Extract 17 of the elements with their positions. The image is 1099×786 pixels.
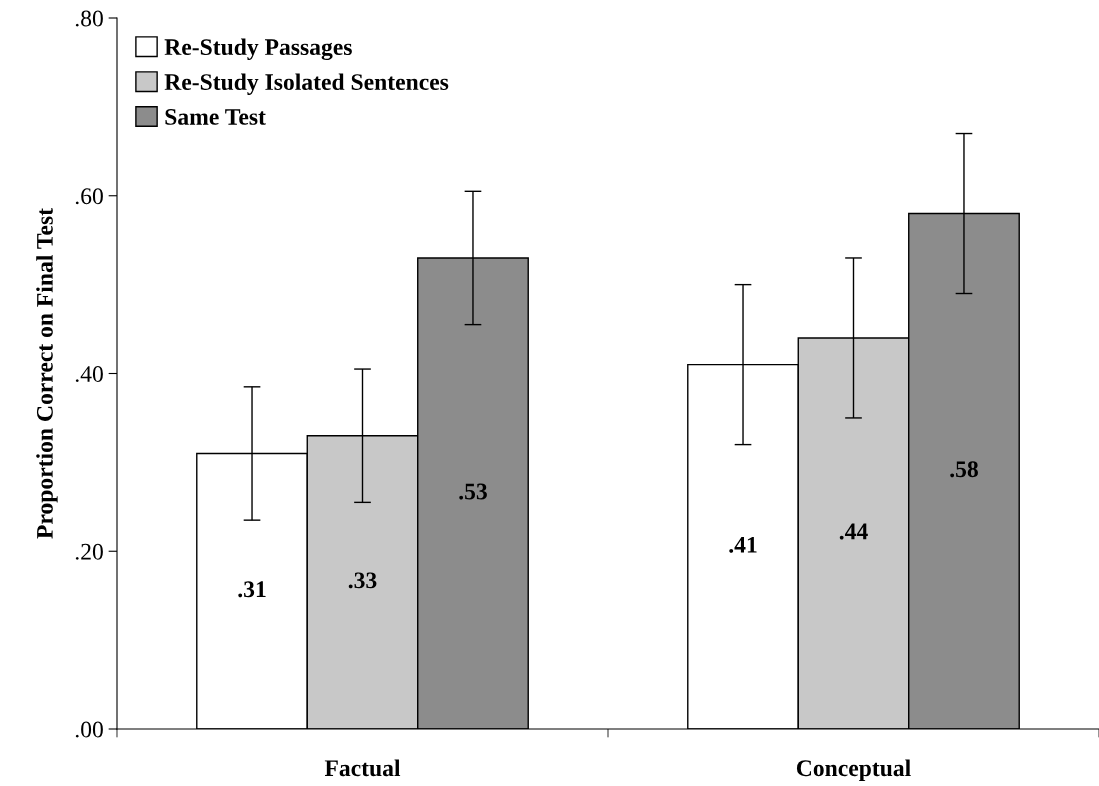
y-axis-title: Proportion Correct on Final Test — [36, 208, 58, 539]
data-label: .53 — [459, 483, 487, 500]
y-tick-label: .80 — [75, 10, 103, 27]
y-tick-label: .60 — [75, 188, 103, 205]
y-tick-label: .20 — [75, 543, 103, 560]
y-tick-label: .40 — [75, 365, 103, 383]
data-label: .33 — [348, 572, 377, 589]
x-tick-label: Factual — [324, 759, 401, 777]
data-label: .44 — [839, 523, 868, 540]
data-label: .58 — [950, 461, 978, 478]
legend-label: Re-Study Passages — [164, 38, 352, 61]
data-label: .31 — [238, 581, 266, 598]
y-tick-label: .00 — [75, 721, 103, 738]
x-tick-label: Conceptual — [796, 759, 911, 781]
legend-label: Re-Study Isolated Sentences — [164, 73, 449, 95]
data-label: .41 — [729, 536, 757, 553]
legend-label: Same Test — [165, 109, 266, 125]
